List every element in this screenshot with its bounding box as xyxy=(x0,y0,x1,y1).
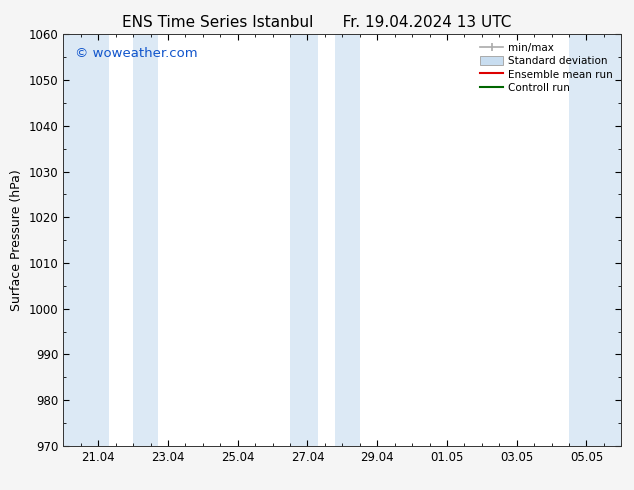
Legend: min/max, Standard deviation, Ensemble mean run, Controll run: min/max, Standard deviation, Ensemble me… xyxy=(477,40,616,96)
Text: ENS Time Series Istanbul      Fr. 19.04.2024 13 UTC: ENS Time Series Istanbul Fr. 19.04.2024 … xyxy=(122,15,512,30)
Bar xyxy=(290,34,318,446)
Bar xyxy=(133,34,157,446)
Bar xyxy=(63,34,109,446)
Bar xyxy=(335,34,360,446)
Text: © woweather.com: © woweather.com xyxy=(75,47,197,60)
Bar xyxy=(569,34,621,446)
Y-axis label: Surface Pressure (hPa): Surface Pressure (hPa) xyxy=(10,169,23,311)
